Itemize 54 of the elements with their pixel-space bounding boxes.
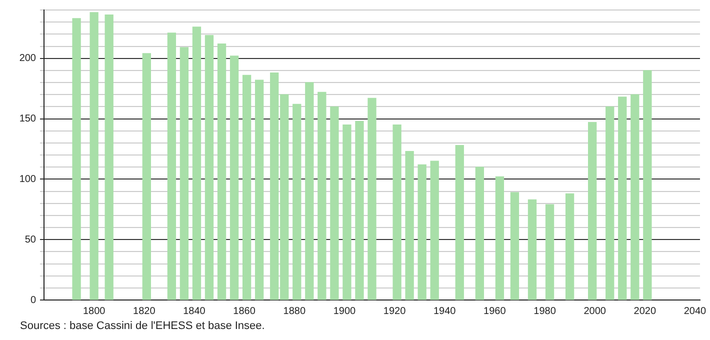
bar [355,120,364,300]
bar [455,145,464,300]
bar [180,47,189,300]
x-tick-label: 1960 [484,306,506,317]
bar [230,56,239,300]
bar [392,124,402,300]
bar [242,74,252,300]
bar [192,26,202,300]
bar [643,70,652,300]
bar [330,106,339,300]
bar [618,96,627,300]
source-note: Sources : base Cassini de l'EHESS et base Insee. [20,320,265,332]
bar [255,80,264,300]
x-tick-label: 1980 [534,306,556,317]
bar [292,104,302,300]
bar [606,106,614,300]
x-tick-label: 2020 [634,306,656,317]
x-tick-label: 1860 [233,306,256,317]
bar [142,53,151,300]
x-tick-label: 1920 [383,306,406,317]
y-tick-label: 200 [19,53,36,64]
bar [475,166,484,300]
bar [305,82,314,300]
y-tick-label: 100 [19,174,36,185]
bar [565,193,574,300]
x-tick-label: 1820 [133,306,156,317]
bar [342,124,352,300]
x-tick-label: 1800 [82,306,106,317]
bar [430,160,439,300]
x-tick-label: 1900 [333,306,356,317]
bar [368,98,376,300]
x-tick-label: 2040 [684,306,707,317]
bar [405,151,414,300]
bar [510,192,520,300]
x-tick-label: 1840 [183,306,206,317]
y-tick-label: 0 [30,294,36,306]
bar [318,92,326,300]
y-tick-label: 150 [19,114,36,124]
bar [545,204,554,300]
bar [495,176,504,300]
x-tick-label: 1940 [433,306,456,317]
bar [90,12,98,300]
bar [528,199,537,300]
y-tick-label: 50 [24,234,36,246]
bar [104,14,114,300]
x-tick-label: 2000 [584,306,606,317]
bar [588,122,597,300]
bar [167,32,176,300]
x-tick-label: 1880 [283,306,306,317]
bar [630,94,640,300]
bar [418,164,426,300]
bar [72,18,81,300]
bar [217,44,226,300]
bar [204,35,214,300]
